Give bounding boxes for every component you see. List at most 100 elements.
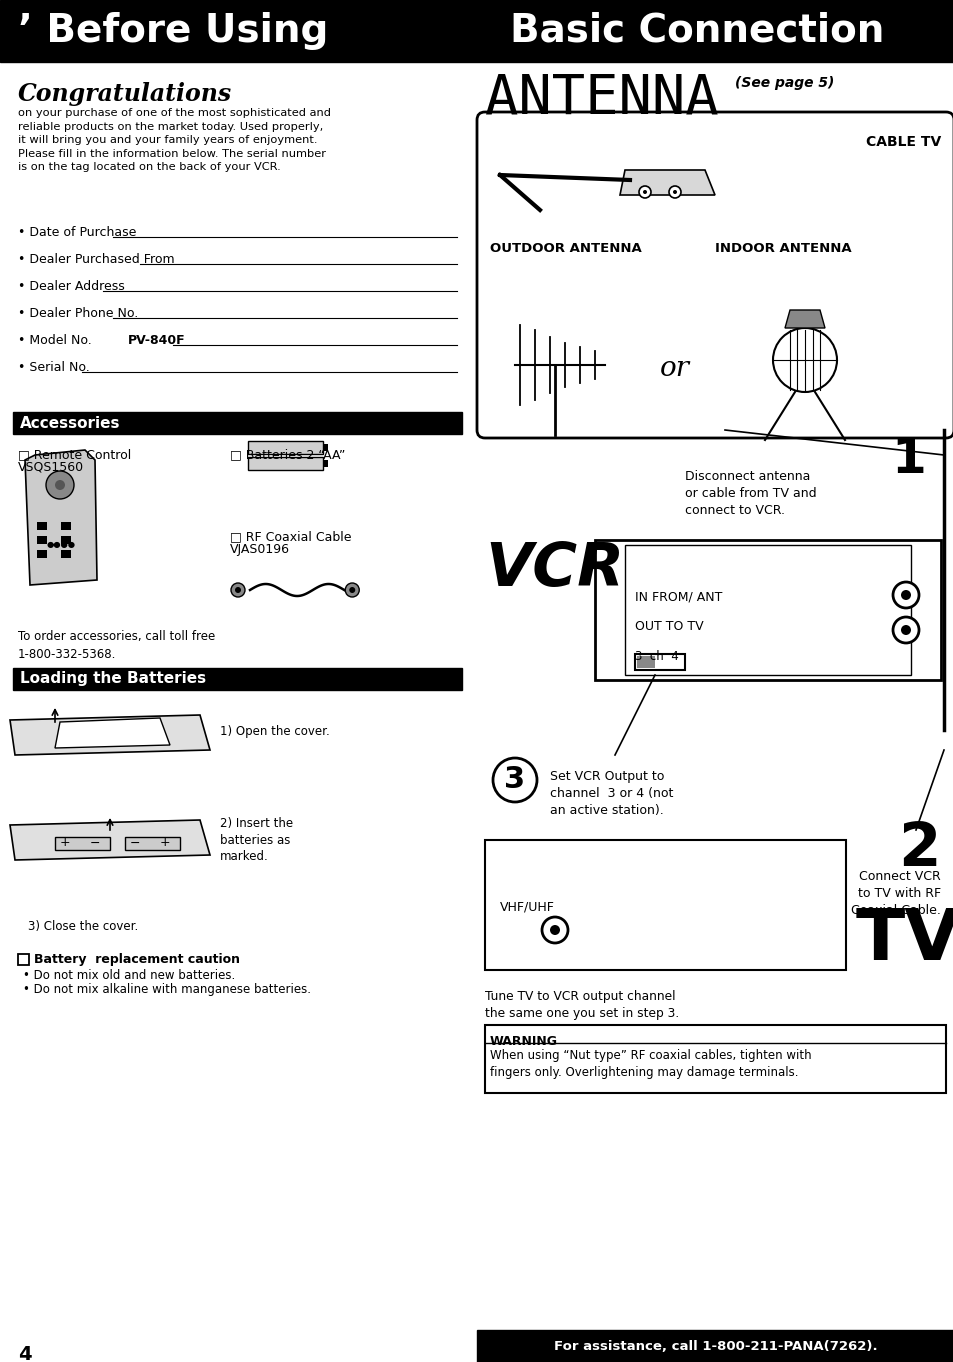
Text: 3: 3 xyxy=(504,765,525,794)
Bar xyxy=(37,537,47,543)
Circle shape xyxy=(892,617,918,643)
Circle shape xyxy=(550,925,559,934)
Circle shape xyxy=(892,582,918,607)
Bar xyxy=(248,441,323,454)
Text: □ Remote Control: □ Remote Control xyxy=(18,448,132,460)
Text: Battery  replacement caution: Battery replacement caution xyxy=(34,953,240,966)
Text: −: − xyxy=(130,836,140,850)
Text: • Do not mix alkaline with manganese batteries.: • Do not mix alkaline with manganese bat… xyxy=(23,983,311,996)
Text: −: − xyxy=(90,836,100,850)
Text: To order accessories, call toll free
1-800-332-5368.: To order accessories, call toll free 1-8… xyxy=(18,631,215,661)
Text: 4: 4 xyxy=(18,1346,31,1362)
Text: • Dealer Phone No.: • Dealer Phone No. xyxy=(18,306,138,320)
Text: Loading the Batteries: Loading the Batteries xyxy=(20,671,206,686)
Text: OUT TO TV: OUT TO TV xyxy=(635,620,703,633)
Text: OUTDOOR ANTENNA: OUTDOOR ANTENNA xyxy=(490,242,641,255)
Text: 2: 2 xyxy=(898,820,940,878)
Bar xyxy=(13,411,461,434)
Text: on your purchase of one of the most sophisticated and
reliable products on the m: on your purchase of one of the most soph… xyxy=(18,108,331,173)
Text: ANTENNA: ANTENNA xyxy=(484,72,718,127)
Circle shape xyxy=(349,587,355,592)
Text: • Dealer Purchased From: • Dealer Purchased From xyxy=(18,253,174,266)
Text: PV-840F: PV-840F xyxy=(128,334,186,347)
Bar xyxy=(635,654,684,670)
Text: • Dealer Address: • Dealer Address xyxy=(18,281,125,293)
Text: For assistance, call 1-800-211-PANA(7262).: For assistance, call 1-800-211-PANA(7262… xyxy=(553,1339,877,1352)
Bar xyxy=(624,545,910,676)
Text: or: or xyxy=(659,354,689,381)
Text: WARNING: WARNING xyxy=(490,1035,558,1047)
Text: □ Batteries 2 “AA”: □ Batteries 2 “AA” xyxy=(230,448,345,460)
Circle shape xyxy=(900,590,910,601)
Polygon shape xyxy=(10,715,210,755)
FancyBboxPatch shape xyxy=(476,112,953,439)
Circle shape xyxy=(668,187,680,197)
Circle shape xyxy=(46,471,74,498)
Circle shape xyxy=(772,328,836,392)
Text: VCR: VCR xyxy=(484,539,623,599)
Text: Tune TV to VCR output channel
the same one you set in step 3.: Tune TV to VCR output channel the same o… xyxy=(484,990,679,1020)
Circle shape xyxy=(493,759,537,802)
Bar xyxy=(595,539,940,680)
Text: CABLE TV: CABLE TV xyxy=(864,135,940,148)
Text: 3  ch  4: 3 ch 4 xyxy=(635,650,678,663)
Text: (See page 5): (See page 5) xyxy=(734,76,834,90)
Bar xyxy=(323,444,328,451)
Bar xyxy=(61,537,71,543)
Circle shape xyxy=(900,625,910,635)
Circle shape xyxy=(231,583,245,597)
Text: Connect VCR
to TV with RF
Coaxial Cable.: Connect VCR to TV with RF Coaxial Cable. xyxy=(850,870,940,917)
Text: 2) Insert the
batteries as
marked.: 2) Insert the batteries as marked. xyxy=(220,817,293,864)
Bar xyxy=(37,550,47,558)
Circle shape xyxy=(55,479,65,490)
Text: ●●●●: ●●●● xyxy=(47,541,75,549)
Text: 1) Open the cover.: 1) Open the cover. xyxy=(220,726,330,738)
Circle shape xyxy=(639,187,650,197)
Text: Congratulations: Congratulations xyxy=(18,82,232,106)
Bar xyxy=(37,522,47,530)
Text: When using “Nut type” RF coaxial cables, tighten with
fingers only. Overlighteni: When using “Nut type” RF coaxial cables,… xyxy=(490,1049,811,1079)
Text: • Do not mix old and new batteries.: • Do not mix old and new batteries. xyxy=(23,968,235,982)
Bar xyxy=(637,656,655,667)
Polygon shape xyxy=(10,820,210,859)
Text: +: + xyxy=(60,836,71,850)
Text: Set VCR Output to
channel  3 or 4 (not
an active station).: Set VCR Output to channel 3 or 4 (not an… xyxy=(550,770,673,817)
Text: □ RF Coaxial Cable: □ RF Coaxial Cable xyxy=(230,530,351,543)
Bar xyxy=(13,667,461,691)
Bar xyxy=(55,838,110,850)
Text: VSQS1560: VSQS1560 xyxy=(18,460,84,474)
Text: TV: TV xyxy=(855,906,953,974)
Text: • Model No.: • Model No. xyxy=(18,334,91,347)
Circle shape xyxy=(541,917,567,943)
Bar xyxy=(484,840,845,970)
Polygon shape xyxy=(784,311,824,328)
Text: IN FROM/ ANT: IN FROM/ ANT xyxy=(635,590,721,603)
Text: ’ Before Using: ’ Before Using xyxy=(18,12,328,50)
Circle shape xyxy=(345,583,359,597)
Bar xyxy=(476,1331,953,1362)
Bar xyxy=(248,458,323,470)
Text: 3) Close the cover.: 3) Close the cover. xyxy=(28,919,138,933)
Circle shape xyxy=(642,191,646,193)
Circle shape xyxy=(234,587,241,592)
Bar xyxy=(61,522,71,530)
Text: 1: 1 xyxy=(890,434,925,484)
Text: VHF/UHF: VHF/UHF xyxy=(499,900,555,913)
Bar xyxy=(61,550,71,558)
Bar xyxy=(125,838,180,850)
Circle shape xyxy=(672,191,677,193)
Text: Disconnect antenna
or cable from TV and
connect to VCR.: Disconnect antenna or cable from TV and … xyxy=(684,470,816,518)
Polygon shape xyxy=(25,449,97,586)
Text: INDOOR ANTENNA: INDOOR ANTENNA xyxy=(714,242,851,255)
Text: +: + xyxy=(159,836,170,850)
Polygon shape xyxy=(619,170,714,195)
Text: • Serial No.: • Serial No. xyxy=(18,361,90,375)
Text: Accessories: Accessories xyxy=(20,415,120,430)
Text: VJAS0196: VJAS0196 xyxy=(230,543,290,556)
Bar xyxy=(484,1026,945,1092)
Bar xyxy=(0,0,953,63)
Text: • Date of Purchase: • Date of Purchase xyxy=(18,226,136,238)
Bar xyxy=(18,953,29,966)
Text: Basic Connection: Basic Connection xyxy=(510,12,883,50)
Polygon shape xyxy=(55,718,170,748)
